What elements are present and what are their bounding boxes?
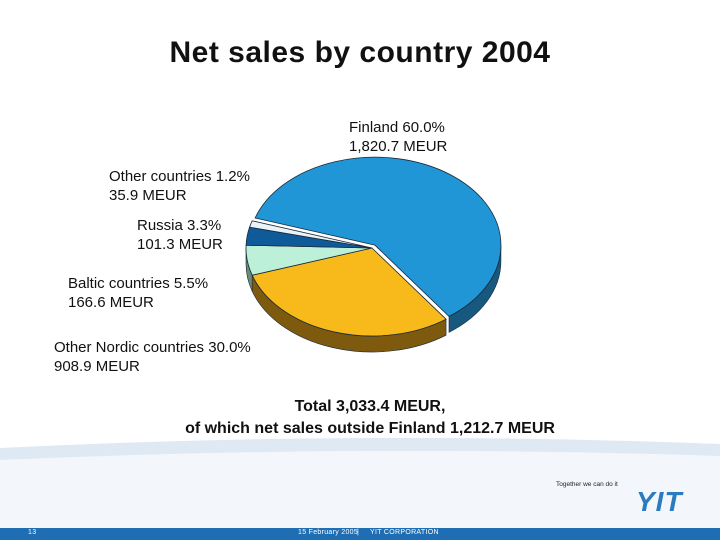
label-baltic: Baltic countries 5.5% 166.6 MEUR xyxy=(68,274,208,312)
label-other-countries-value: 35.9 MEUR xyxy=(109,187,187,204)
label-other-countries: Other countries 1.2% 35.9 MEUR xyxy=(109,167,250,205)
label-russia-value: 101.3 MEUR xyxy=(137,236,223,253)
label-finland-percent: Finland 60.0% xyxy=(349,119,445,136)
footer-date: 15 February 2005 xyxy=(298,529,359,536)
label-other-countries-percent: Other countries 1.2% xyxy=(109,168,250,185)
label-other-nordic-percent: Other Nordic countries 30.0% xyxy=(54,339,251,356)
label-baltic-value: 166.6 MEUR xyxy=(68,294,154,311)
footer-bar xyxy=(0,528,720,540)
page-number: 13 xyxy=(28,529,37,536)
total-note: Total 3,033.4 MEUR, of which net sales o… xyxy=(0,396,720,440)
label-russia: Russia 3.3% 101.3 MEUR xyxy=(137,216,223,254)
pie-slice-finland xyxy=(254,156,502,317)
label-russia-percent: Russia 3.3% xyxy=(137,217,222,234)
footer-swoosh xyxy=(0,438,720,540)
pie-slice-other-nordic-countries xyxy=(251,247,447,337)
label-other-nordic: Other Nordic countries 30.0% 908.9 MEUR xyxy=(54,338,251,376)
chart-title: Net sales by country 2004 xyxy=(169,36,551,69)
total-line-1: Total 3,033.4 MEUR, xyxy=(294,398,446,415)
label-finland: Finland 60.0% 1,820.7 MEUR xyxy=(349,118,447,156)
label-finland-value: 1,820.7 MEUR xyxy=(349,138,448,155)
footer-company: YIT CORPORATION xyxy=(370,529,439,536)
tagline: Together we can do it xyxy=(556,481,618,488)
yit-logo: YIT xyxy=(636,486,683,517)
label-other-nordic-value: 908.9 MEUR xyxy=(54,358,140,375)
pie-slice-other-countries xyxy=(249,220,373,249)
footer-separator: | xyxy=(357,529,360,536)
label-baltic-percent: Baltic countries 5.5% xyxy=(68,275,209,292)
total-line-2: of which net sales outside Finland 1,212… xyxy=(185,420,555,437)
